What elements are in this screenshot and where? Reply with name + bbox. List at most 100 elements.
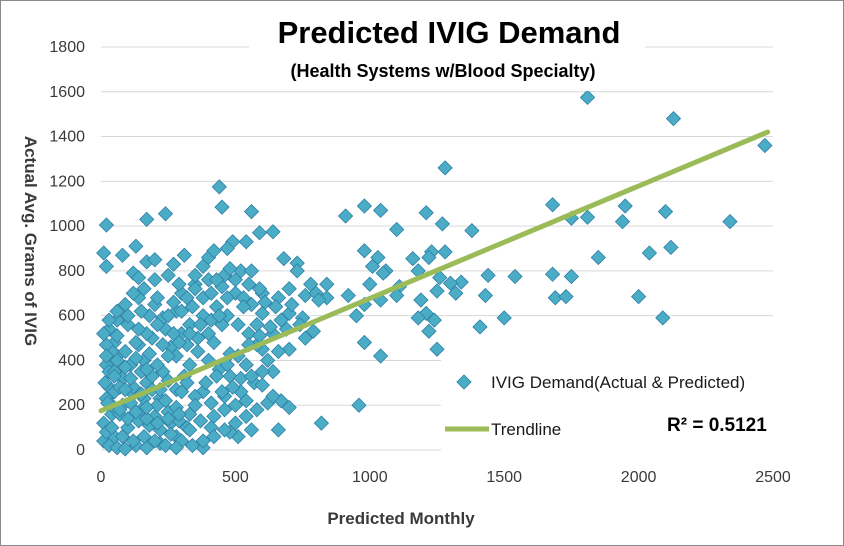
data-point xyxy=(219,240,235,257)
x-tick-label: 2000 xyxy=(621,469,657,486)
data-point xyxy=(171,334,187,351)
data-point xyxy=(190,343,206,360)
data-point xyxy=(149,357,166,373)
data-point xyxy=(558,288,574,305)
data-point xyxy=(464,222,480,239)
data-point xyxy=(448,285,464,301)
data-point xyxy=(405,250,421,267)
data-point xyxy=(337,208,354,224)
data-point xyxy=(130,269,147,286)
data-point xyxy=(216,422,233,438)
data-point xyxy=(249,402,265,418)
data-point xyxy=(442,275,459,291)
data-point xyxy=(195,433,211,449)
data-point xyxy=(187,281,203,297)
data-point xyxy=(313,415,330,431)
data-point xyxy=(254,305,270,322)
data-point xyxy=(139,440,155,456)
data-point xyxy=(238,408,254,425)
data-point xyxy=(281,341,297,357)
data-point xyxy=(184,437,201,454)
data-point xyxy=(179,290,195,306)
data-point xyxy=(139,211,155,228)
data-point xyxy=(563,268,580,285)
data-point xyxy=(276,250,292,267)
data-point xyxy=(614,213,631,230)
data-point xyxy=(251,328,268,344)
data-point xyxy=(243,263,260,279)
data-point xyxy=(128,334,144,351)
data-point xyxy=(173,303,190,319)
data-point xyxy=(453,274,469,290)
data-point xyxy=(211,308,227,324)
data-point xyxy=(340,287,356,304)
data-point xyxy=(96,325,112,342)
data-point xyxy=(243,422,260,438)
data-point xyxy=(663,239,679,256)
data-point xyxy=(117,359,133,375)
data-point xyxy=(273,312,289,328)
data-point xyxy=(165,256,182,272)
data-point xyxy=(173,384,190,400)
data-point xyxy=(200,272,217,288)
data-point xyxy=(281,399,297,416)
y-tick-label: 0 xyxy=(76,442,85,459)
data-point xyxy=(182,357,198,373)
data-point xyxy=(265,224,281,240)
data-point xyxy=(496,310,512,326)
data-point xyxy=(182,325,198,342)
x-tick-label: 1000 xyxy=(352,469,388,486)
data-point xyxy=(372,202,389,219)
data-point xyxy=(238,393,254,409)
data-point xyxy=(157,437,174,454)
data-point xyxy=(262,319,278,335)
data-point xyxy=(133,303,149,319)
data-point xyxy=(362,276,378,292)
data-point xyxy=(289,263,305,279)
data-point xyxy=(389,221,405,238)
data-point xyxy=(227,397,244,413)
data-point xyxy=(160,267,176,284)
data-point xyxy=(655,310,671,326)
data-point xyxy=(96,245,112,261)
y-tick-label: 800 xyxy=(58,263,85,280)
data-point xyxy=(351,397,367,413)
data-point xyxy=(665,110,682,127)
data-point xyxy=(208,272,225,288)
data-point xyxy=(418,205,434,221)
data-point xyxy=(630,288,647,305)
r-squared-annotation: R² = 0.5121 xyxy=(667,415,767,436)
y-tick-label: 600 xyxy=(58,308,85,325)
data-point xyxy=(114,428,131,445)
data-point xyxy=(507,268,523,285)
data-point xyxy=(219,290,235,306)
data-point xyxy=(657,203,674,220)
legend-background xyxy=(441,359,813,451)
y-tick-label: 1800 xyxy=(49,39,85,56)
y-tick-label: 1400 xyxy=(49,129,85,146)
y-tick-label: 1600 xyxy=(49,84,85,101)
data-point xyxy=(139,411,155,427)
data-point xyxy=(117,381,133,398)
data-point xyxy=(297,287,313,304)
data-point xyxy=(547,290,563,306)
data-point xyxy=(227,415,244,431)
data-point xyxy=(284,296,300,313)
data-point xyxy=(98,258,115,275)
data-point xyxy=(206,243,222,259)
data-point xyxy=(260,352,276,369)
data-point xyxy=(544,266,561,282)
data-point xyxy=(265,388,281,404)
data-point xyxy=(211,179,227,195)
data-point xyxy=(472,319,488,335)
x-tick-label: 0 xyxy=(97,469,106,486)
data-point xyxy=(155,337,171,353)
data-point xyxy=(182,422,198,438)
y-tick-label: 1200 xyxy=(49,173,85,190)
data-point xyxy=(364,258,381,275)
data-point xyxy=(348,308,365,324)
data-point xyxy=(120,308,136,324)
data-point xyxy=(319,276,335,292)
